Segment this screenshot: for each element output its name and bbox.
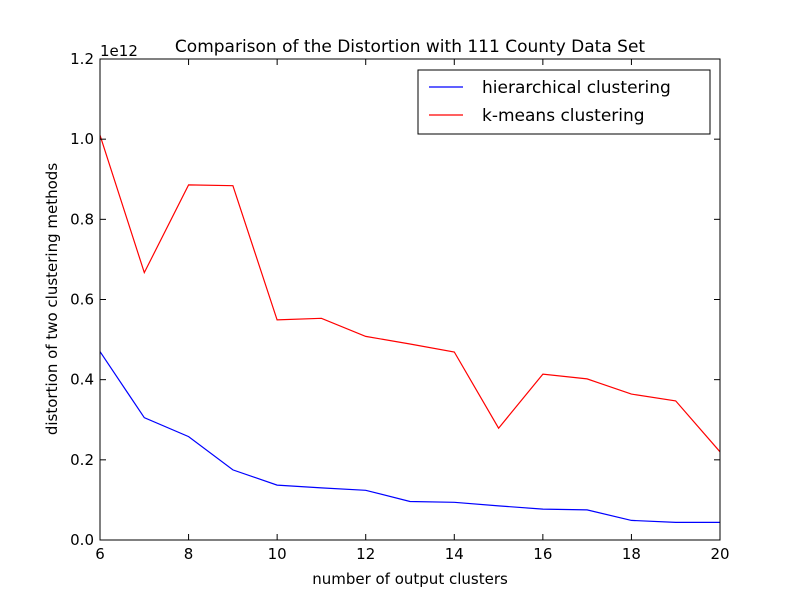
series-layer: [99, 135, 721, 524]
series-line-2: [99, 135, 721, 453]
y-axis-ticks: 0.0 0.2 0.4 0.6 0.8 1.0 1.2: [70, 50, 720, 549]
x-axis-ticks: 6 8 10 12 14 16 18 20: [95, 59, 730, 563]
legend-label: hierarchical clustering: [482, 78, 671, 98]
y-tick-label: 0.2: [70, 451, 94, 469]
x-tick-label: 12: [356, 545, 375, 563]
plot-frame: [99, 58, 721, 541]
x-tick-label: 14: [445, 545, 464, 563]
x-tick-label: 18: [622, 545, 641, 563]
y-tick-label: 0.0: [70, 531, 94, 549]
x-tick-label: 10: [268, 545, 287, 563]
x-axis-label: number of output clusters: [312, 570, 508, 588]
chart-title: Comparison of the Distortion with 111 Co…: [175, 37, 645, 57]
x-tick-label: 8: [184, 545, 194, 563]
y-offset-label: 1e12: [100, 42, 138, 60]
y-tick-label: 0.6: [70, 291, 94, 309]
x-tick-label: 20: [710, 545, 729, 563]
legend: hierarchical clustering k-means clusterin…: [417, 69, 711, 135]
y-tick-label: 1.0: [70, 130, 94, 148]
legend-label: k-means clustering: [482, 106, 645, 126]
legend-frame: [417, 69, 711, 135]
y-axis-label: distortion of two clustering methods: [43, 163, 61, 435]
x-tick-label: 6: [95, 545, 105, 563]
y-tick-label: 0.4: [70, 371, 94, 389]
x-tick-label: 16: [533, 545, 552, 563]
y-tick-label: 0.8: [70, 210, 94, 228]
y-tick-label: 1.2: [70, 50, 94, 68]
series-line-1: [99, 351, 720, 524]
